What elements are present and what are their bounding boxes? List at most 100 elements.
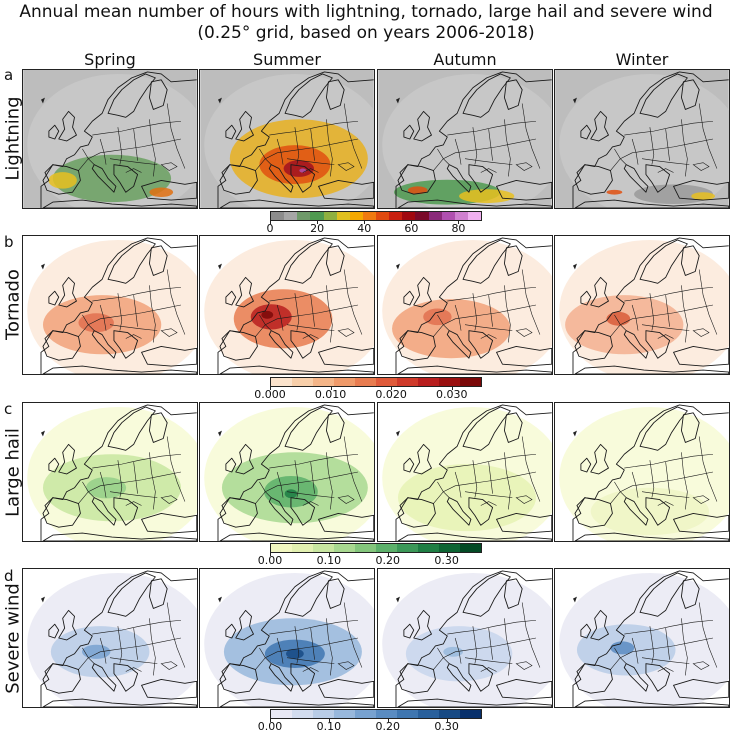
country-border — [631, 637, 639, 664]
coastline — [673, 512, 729, 534]
coastline — [574, 164, 613, 195]
country-border — [82, 314, 95, 331]
colorbar-swatch — [441, 212, 455, 220]
colorbar-swatch — [402, 212, 416, 220]
country-border — [624, 453, 714, 469]
country-border — [276, 304, 284, 331]
country-border — [521, 269, 541, 335]
coastline — [148, 578, 168, 609]
coastline — [217, 570, 374, 707]
coastline — [496, 345, 552, 367]
country-border — [310, 129, 315, 161]
coastline — [574, 365, 729, 374]
country-border — [92, 453, 182, 469]
country-border — [665, 628, 670, 660]
coastline — [580, 457, 592, 473]
intensity-area — [459, 189, 515, 204]
country-border — [698, 436, 718, 502]
coastline — [42, 698, 197, 707]
lake — [337, 328, 355, 337]
intensity-area — [691, 192, 715, 201]
map-panel-lightning-spring — [22, 69, 198, 209]
colorbar-tick-label: 0.30 — [434, 554, 459, 567]
country-border — [133, 462, 138, 494]
coastline — [413, 443, 432, 475]
country-border — [166, 602, 186, 668]
lake — [692, 328, 710, 337]
season-header-spring: Spring — [84, 50, 136, 69]
coastline — [219, 698, 374, 707]
coastline — [397, 365, 552, 374]
intensity-area — [82, 644, 111, 659]
country-border — [437, 148, 450, 165]
iceland-marker — [41, 596, 45, 603]
country-border — [109, 491, 158, 498]
colorbar-swatch — [467, 212, 481, 220]
coastline — [268, 663, 294, 692]
europe-map — [378, 403, 552, 541]
coastline — [40, 570, 197, 707]
coastline — [580, 623, 592, 639]
coastline — [623, 497, 649, 526]
country-border — [259, 481, 272, 498]
coastline — [496, 179, 552, 201]
country-border — [109, 324, 158, 331]
iceland-marker — [41, 263, 45, 270]
row-letter-b: b — [4, 233, 14, 251]
country-border — [454, 304, 462, 331]
coastline — [446, 330, 472, 359]
colorbar-tickmark — [446, 719, 448, 722]
map-panel-severe-wind-autumn — [377, 568, 553, 708]
lake — [337, 495, 355, 504]
country-border — [269, 120, 359, 136]
country-border — [480, 501, 497, 506]
coastline — [219, 663, 258, 694]
colorbar-swatch — [313, 710, 334, 718]
coastline — [42, 330, 81, 361]
colorbar-tornado — [270, 377, 482, 387]
country-border — [480, 667, 497, 672]
coastline — [572, 404, 729, 541]
colorbar-tick-label: 0.030 — [435, 388, 468, 401]
colorbar-swatch — [349, 212, 363, 220]
europe-map — [200, 569, 374, 707]
colorbar-tickmark — [446, 553, 448, 556]
coastline — [268, 164, 294, 193]
country-border — [472, 293, 478, 331]
country-border — [488, 462, 493, 494]
country-border — [657, 334, 674, 339]
lake — [160, 328, 178, 337]
coastline — [680, 245, 700, 276]
intensity-area — [78, 313, 114, 333]
coastline — [673, 678, 729, 700]
colorbar-swatch — [362, 212, 376, 220]
coastline — [141, 179, 197, 201]
coastline — [503, 412, 523, 443]
country-border — [99, 304, 107, 331]
coastline — [58, 609, 77, 641]
map-panel-tornado-autumn — [377, 235, 553, 375]
intensity-area — [286, 648, 304, 659]
coastline — [325, 245, 345, 276]
colorbar-tickmark — [364, 221, 366, 224]
coastline — [574, 497, 613, 528]
colorbar-swatch — [313, 544, 334, 552]
country-border — [641, 657, 690, 664]
country-border — [276, 138, 284, 165]
country-border — [92, 120, 182, 136]
lake — [515, 328, 533, 337]
country-border — [464, 158, 513, 165]
iceland-marker — [396, 596, 400, 603]
map-panel-severe-wind-spring — [22, 568, 198, 708]
colorbar-tickmark — [451, 387, 453, 390]
country-border — [521, 103, 541, 169]
coastline — [42, 663, 81, 694]
coastline — [325, 412, 345, 443]
colorbar-swatch — [418, 710, 439, 718]
colorbar-swatch — [418, 544, 439, 552]
country-border — [166, 436, 186, 502]
colorbar-tickmark — [458, 221, 460, 224]
coastline — [397, 330, 436, 361]
lake — [160, 495, 178, 504]
coastline — [58, 110, 77, 142]
